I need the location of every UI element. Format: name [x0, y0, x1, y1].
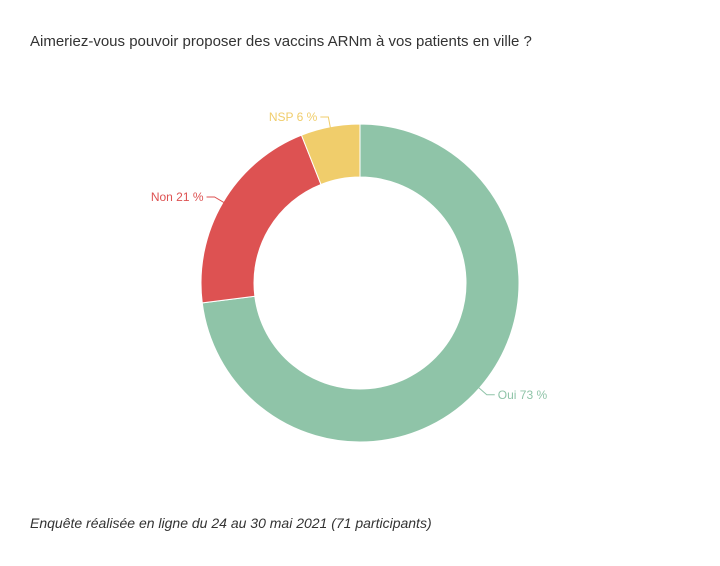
data-label-oui: Oui 73 %: [498, 388, 548, 402]
leader-line-non: [206, 196, 225, 204]
data-label-nsp: NSP 6 %: [269, 110, 318, 124]
leader-lines-layer: [206, 116, 495, 396]
donut-slice-non: [200, 134, 322, 304]
donut-slice-oui: [201, 123, 520, 443]
donut-slice-nsp: [300, 123, 361, 186]
slices-layer: [200, 123, 520, 443]
data-labels-layer: Oui 73 % Non 21 % NSP 6 %: [151, 110, 548, 402]
data-label-non: Non 21 %: [151, 190, 204, 204]
leader-line-nsp: [320, 116, 331, 128]
leader-line-oui: [478, 387, 495, 396]
chart-title: Aimeriez-vous pouvoir proposer des vacci…: [30, 33, 532, 50]
footnote: Enquête réalisée en ligne du 24 au 30 ma…: [30, 515, 432, 531]
